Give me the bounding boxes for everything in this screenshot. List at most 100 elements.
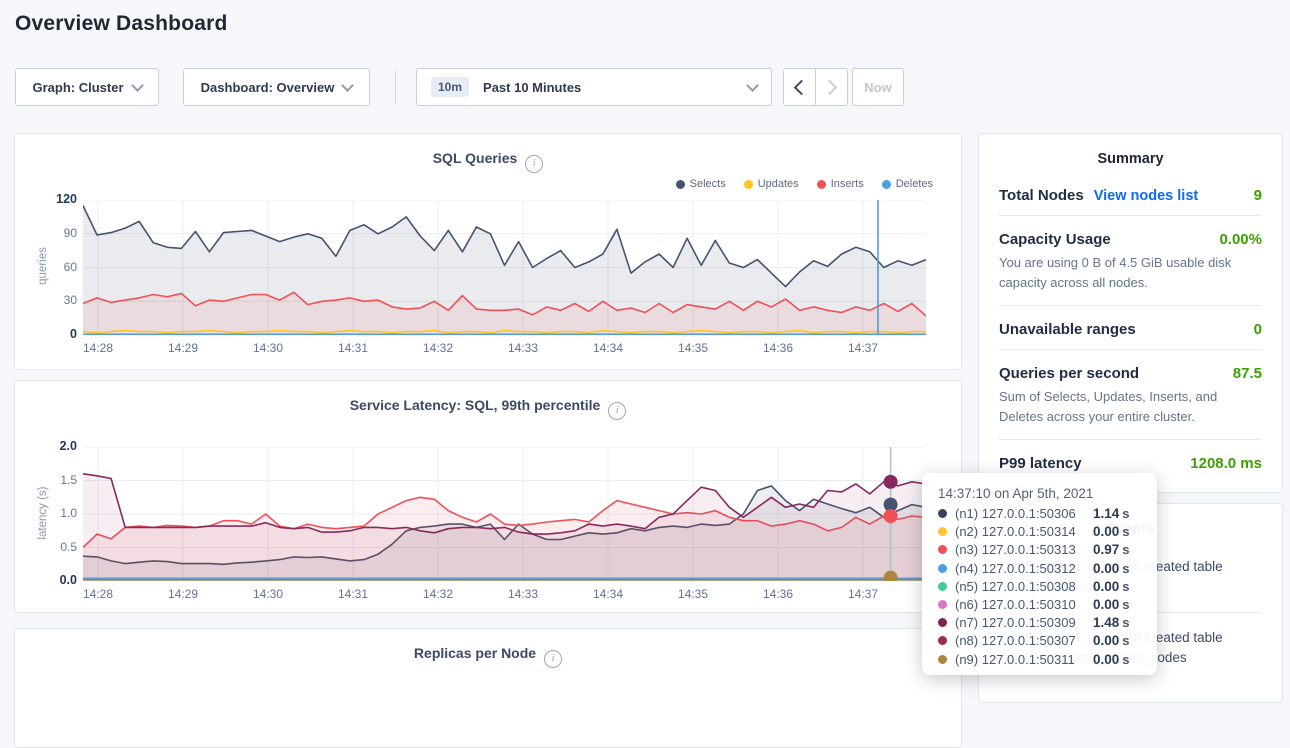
page-title: Overview Dashboard	[15, 12, 228, 35]
tooltip-timestamp: 14:37:10 on Apr 5th, 2021	[938, 486, 1094, 501]
summary-rows: Total Nodes View nodes list 9 Capacity Usag…	[979, 172, 1282, 483]
tooltip-node-label: (n5) 127.0.0.1:50308	[955, 578, 1076, 594]
x-tick-label: 14:37	[847, 341, 879, 355]
tooltip-node-label: (n4) 127.0.0.1:50312	[955, 560, 1076, 576]
tooltip-value-unit: s	[1122, 615, 1130, 631]
tooltip-value-unit: s	[1122, 633, 1130, 649]
x-tick-label: 14:28	[82, 341, 114, 355]
summary-value: 0	[1253, 321, 1262, 338]
latency-plot[interactable]	[83, 447, 926, 582]
x-tick-label: 14:31	[337, 587, 369, 601]
summary-value: 0.00%	[1219, 231, 1262, 248]
y-tick-label: 1.5	[60, 472, 77, 487]
time-range-dropdown[interactable]: 10m Past 10 Minutes	[416, 68, 772, 106]
x-tick-label: 14:33	[507, 341, 539, 355]
tooltip-row: (n5) 127.0.0.1:50308 0.00 s	[938, 579, 1145, 594]
tooltip-value-unit: s	[1122, 560, 1130, 576]
series-color-dot	[938, 509, 947, 518]
x-tick-label: 14:33	[507, 587, 539, 601]
now-button-label: Now	[864, 79, 892, 95]
tooltip-value: 1.48	[1093, 615, 1120, 631]
tooltip-node-label: (n7) 127.0.0.1:50309	[955, 615, 1076, 631]
sql-queries-plot[interactable]	[83, 200, 926, 336]
y-tick-label: 2.0	[59, 439, 77, 453]
chevron-down-icon	[341, 78, 355, 92]
tooltip-value-unit: s	[1122, 506, 1130, 521]
x-tick-label: 14:29	[167, 341, 199, 355]
row-divider	[999, 305, 1262, 306]
series-color-dot	[938, 654, 947, 664]
tooltip-value: 0.00	[1093, 578, 1120, 594]
legend-dot	[816, 179, 826, 189]
view-nodes-link[interactable]: View nodes list	[1093, 188, 1199, 204]
tooltip-value: 0.00	[1093, 651, 1120, 667]
summary-title: Summary	[1097, 151, 1164, 167]
x-tick-label: 14:36	[762, 587, 794, 601]
dashboard-dropdown[interactable]: Dashboard: Overview	[183, 68, 370, 106]
summary-desc: You are using 0 B of 4.5 GiB usable disk…	[999, 255, 1232, 290]
x-tick-label: 14:32	[422, 341, 454, 355]
x-tick-label: 14:30	[252, 341, 284, 355]
graph-dropdown[interactable]: Graph: Cluster	[15, 68, 159, 106]
summary-card: Summary Total Nodes View nodes list 9 Capac…	[978, 133, 1283, 493]
x-tick-label: 14:35	[677, 341, 709, 355]
legend-dot	[675, 179, 685, 189]
time-range-label: Past 10 Minutes	[483, 79, 582, 95]
summary-label: Unavailable ranges	[999, 321, 1136, 338]
legend-dot	[881, 179, 891, 189]
summary-label: Queries per second	[999, 365, 1140, 382]
tooltip-rows: (n1) 127.0.0.1:50306 1.14 s (n2) 127.0.0.1:…	[938, 506, 1145, 667]
summary-row: Queries per second 87.5	[999, 350, 1262, 393]
tooltip-value-unit: s	[1122, 578, 1130, 594]
tooltip-node-label: (n6) 127.0.0.1:50310	[955, 596, 1076, 612]
tooltip-value: 0.00	[1093, 596, 1120, 612]
y-tick-label: 0.0	[59, 573, 77, 587]
tooltip-row: (n9) 127.0.0.1:50311 0.00 s	[938, 652, 1145, 667]
time-next-button[interactable]	[815, 68, 848, 106]
chevron-down-icon	[746, 78, 759, 92]
series-color-dot	[938, 636, 947, 646]
y-tick-label: 0	[70, 327, 77, 341]
tooltip-node-label: (n3) 127.0.0.1:50313	[955, 542, 1076, 558]
legend-item: Deletes	[881, 178, 933, 190]
tooltip-row: (n3) 127.0.0.1:50313 0.97 s	[938, 542, 1145, 557]
x-tick-label: 14:35	[677, 587, 709, 601]
x-axis-labels: 14:28 14:29 14:30 14:31 14:32 14:33 14:34 14:35…	[15, 587, 961, 603]
y-tick-label: 0.5	[60, 539, 77, 554]
graph-dropdown-label: Graph: Cluster	[32, 79, 124, 95]
chevron-down-icon	[130, 78, 144, 92]
tooltip-value-unit: s	[1122, 651, 1130, 667]
tooltip-node-label: (n9) 127.0.0.1:50311	[955, 651, 1075, 667]
x-tick-label: 14:34	[592, 341, 624, 355]
tooltip-node-label: (n2) 127.0.0.1:50314	[955, 524, 1076, 540]
series-color-dot	[938, 545, 947, 555]
info-icon[interactable]: i	[544, 650, 563, 668]
info-icon[interactable]: i	[525, 155, 544, 173]
tooltip-row: (n2) 127.0.0.1:50314 0.00 s	[938, 524, 1145, 539]
chart-title: Service Latency: SQL, 99th percentile i	[15, 397, 961, 420]
tooltip-row: (n8) 127.0.0.1:50307 0.00 s	[938, 633, 1145, 648]
legend-item: Inserts	[816, 178, 864, 190]
summary-label: P99 latency	[999, 455, 1082, 472]
x-tick-label: 14:32	[422, 587, 454, 601]
tooltip-value-unit: s	[1122, 596, 1130, 612]
info-icon[interactable]: i	[608, 402, 627, 420]
summary-row: P99 latency 1208.0 ms	[999, 440, 1262, 483]
time-prev-button[interactable]	[783, 68, 816, 106]
controls-divider	[395, 70, 396, 104]
time-now-button[interactable]: Now	[852, 68, 904, 106]
legend-dot	[743, 179, 753, 189]
dashboard-dropdown-label: Dashboard: Overview	[200, 79, 335, 95]
x-tick-label: 14:29	[167, 587, 199, 601]
legend-label: Updates	[757, 178, 799, 190]
tooltip-node-label: (n8) 127.0.0.1:50307	[955, 633, 1076, 649]
legend-label: Inserts	[830, 178, 864, 190]
tooltip-row: (n1) 127.0.0.1:50306 1.14 s	[938, 506, 1145, 521]
chart-title: SQL Queries i	[15, 150, 961, 173]
row-divider	[999, 215, 1262, 216]
time-range-badge: 10m	[431, 77, 470, 97]
tooltip-value: 0.00	[1093, 633, 1120, 649]
y-tick-label: 120	[56, 192, 77, 206]
x-axis-labels: 14:28 14:29 14:30 14:31 14:32 14:33 14:34 14:35…	[15, 341, 961, 357]
legend-label: Selects	[689, 178, 726, 190]
